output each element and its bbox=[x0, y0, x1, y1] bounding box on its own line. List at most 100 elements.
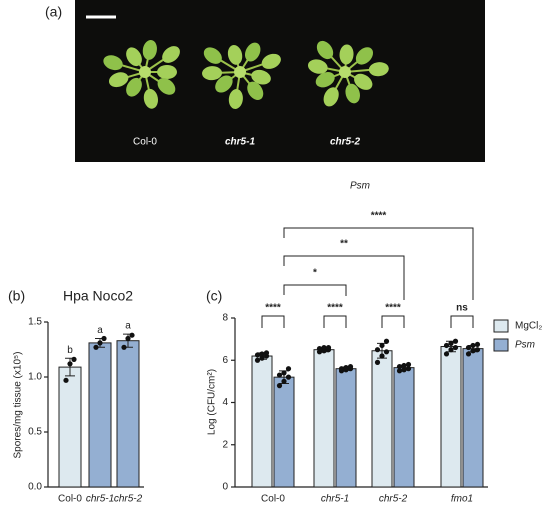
leaf bbox=[215, 75, 233, 93]
x-tick-label: chr5-1 bbox=[86, 494, 114, 505]
leaf bbox=[126, 47, 142, 67]
significance-label: ** bbox=[340, 239, 348, 250]
leaf bbox=[108, 72, 129, 88]
data-point bbox=[474, 341, 481, 348]
leaf bbox=[368, 62, 389, 77]
legend-label: Psm bbox=[515, 340, 535, 351]
y-tick-label: 0.0 bbox=[28, 482, 42, 493]
data-point bbox=[405, 361, 412, 368]
data-point bbox=[254, 352, 261, 358]
data-point bbox=[448, 340, 454, 346]
data-point bbox=[259, 351, 265, 357]
data-point bbox=[474, 347, 481, 353]
leaf bbox=[157, 78, 176, 95]
legend-swatch bbox=[493, 338, 509, 352]
data-point bbox=[347, 363, 354, 370]
data-point bbox=[281, 378, 287, 384]
data-point bbox=[97, 340, 103, 346]
leaf bbox=[162, 46, 180, 63]
bar bbox=[116, 340, 140, 488]
leaf bbox=[315, 72, 335, 88]
value-label: a bbox=[97, 325, 103, 336]
bracket bbox=[283, 227, 474, 300]
y-axis-label: Spores/mg tissue (x10⁵) bbox=[13, 352, 24, 459]
y-tick-label: 1.5 bbox=[28, 317, 42, 328]
data-point bbox=[263, 350, 270, 356]
data-point bbox=[374, 359, 381, 365]
data-point bbox=[396, 368, 403, 374]
y-tick-label: 4 bbox=[222, 397, 228, 408]
x-tick-label: chr5-1 bbox=[321, 494, 349, 505]
data-point bbox=[125, 335, 131, 342]
bracket bbox=[381, 315, 405, 328]
value-label: b bbox=[67, 345, 73, 356]
leaf bbox=[142, 40, 157, 60]
significance-label: ns bbox=[456, 303, 468, 314]
data-point bbox=[338, 366, 345, 372]
data-point bbox=[71, 356, 77, 362]
bracket bbox=[283, 255, 405, 300]
y-tick-label: 1.0 bbox=[28, 372, 42, 383]
bar bbox=[462, 348, 484, 488]
rosette-center bbox=[139, 66, 151, 78]
bar bbox=[313, 349, 335, 488]
data-point bbox=[343, 365, 349, 371]
y-tick-label: 0 bbox=[222, 482, 228, 493]
data-point bbox=[285, 366, 292, 372]
significance-label: **** bbox=[385, 303, 401, 314]
data-point bbox=[443, 342, 450, 349]
leaf bbox=[316, 40, 334, 60]
bar bbox=[58, 366, 82, 488]
data-point bbox=[101, 335, 107, 342]
leaf bbox=[157, 65, 177, 79]
data-point bbox=[285, 374, 292, 380]
data-point bbox=[396, 363, 403, 370]
data-point bbox=[470, 348, 476, 354]
data-point bbox=[405, 366, 412, 372]
data-point bbox=[129, 332, 135, 338]
data-point bbox=[465, 351, 472, 357]
data-point bbox=[401, 362, 407, 369]
panel-label: (a) bbox=[45, 4, 62, 20]
leaf bbox=[354, 73, 373, 90]
bar bbox=[88, 342, 112, 488]
data-point bbox=[452, 338, 459, 344]
x-tick-label: fmo1 bbox=[451, 494, 473, 505]
leaf bbox=[251, 69, 271, 85]
x-tick-label: chr5-2 bbox=[379, 494, 408, 505]
data-point bbox=[259, 355, 265, 361]
data-point bbox=[276, 372, 283, 378]
data-point bbox=[254, 357, 261, 363]
y-tick-label: 2 bbox=[222, 439, 228, 450]
y-tick-label: 0.5 bbox=[28, 427, 42, 438]
panel-label: (c) bbox=[206, 288, 222, 304]
value-label: a bbox=[125, 321, 131, 332]
bar bbox=[440, 346, 462, 488]
leaf bbox=[228, 89, 243, 109]
rosette-center bbox=[234, 66, 246, 78]
leaf bbox=[323, 87, 339, 107]
bar bbox=[371, 350, 393, 488]
data-point bbox=[443, 351, 450, 357]
data-point bbox=[379, 342, 385, 349]
rosette-center bbox=[339, 66, 351, 78]
leaf bbox=[203, 47, 222, 64]
data-point bbox=[401, 367, 407, 373]
x-tick-label: Col-0 bbox=[261, 494, 285, 505]
data-point bbox=[325, 344, 332, 351]
data-point bbox=[316, 346, 323, 352]
data-point bbox=[379, 353, 385, 359]
leaf bbox=[103, 55, 123, 71]
significance-label: * bbox=[313, 268, 317, 279]
photo bbox=[75, 0, 485, 162]
x-tick-label: Col-0 bbox=[58, 494, 82, 505]
bracket bbox=[261, 315, 285, 328]
data-point bbox=[63, 377, 69, 383]
data-point bbox=[93, 344, 99, 350]
data-point bbox=[374, 347, 381, 353]
data-point bbox=[276, 383, 283, 389]
bar bbox=[273, 376, 295, 488]
plant-label: chr5-2 bbox=[330, 137, 360, 148]
y-axis-label: Log (CFU/cm²) bbox=[207, 369, 218, 435]
